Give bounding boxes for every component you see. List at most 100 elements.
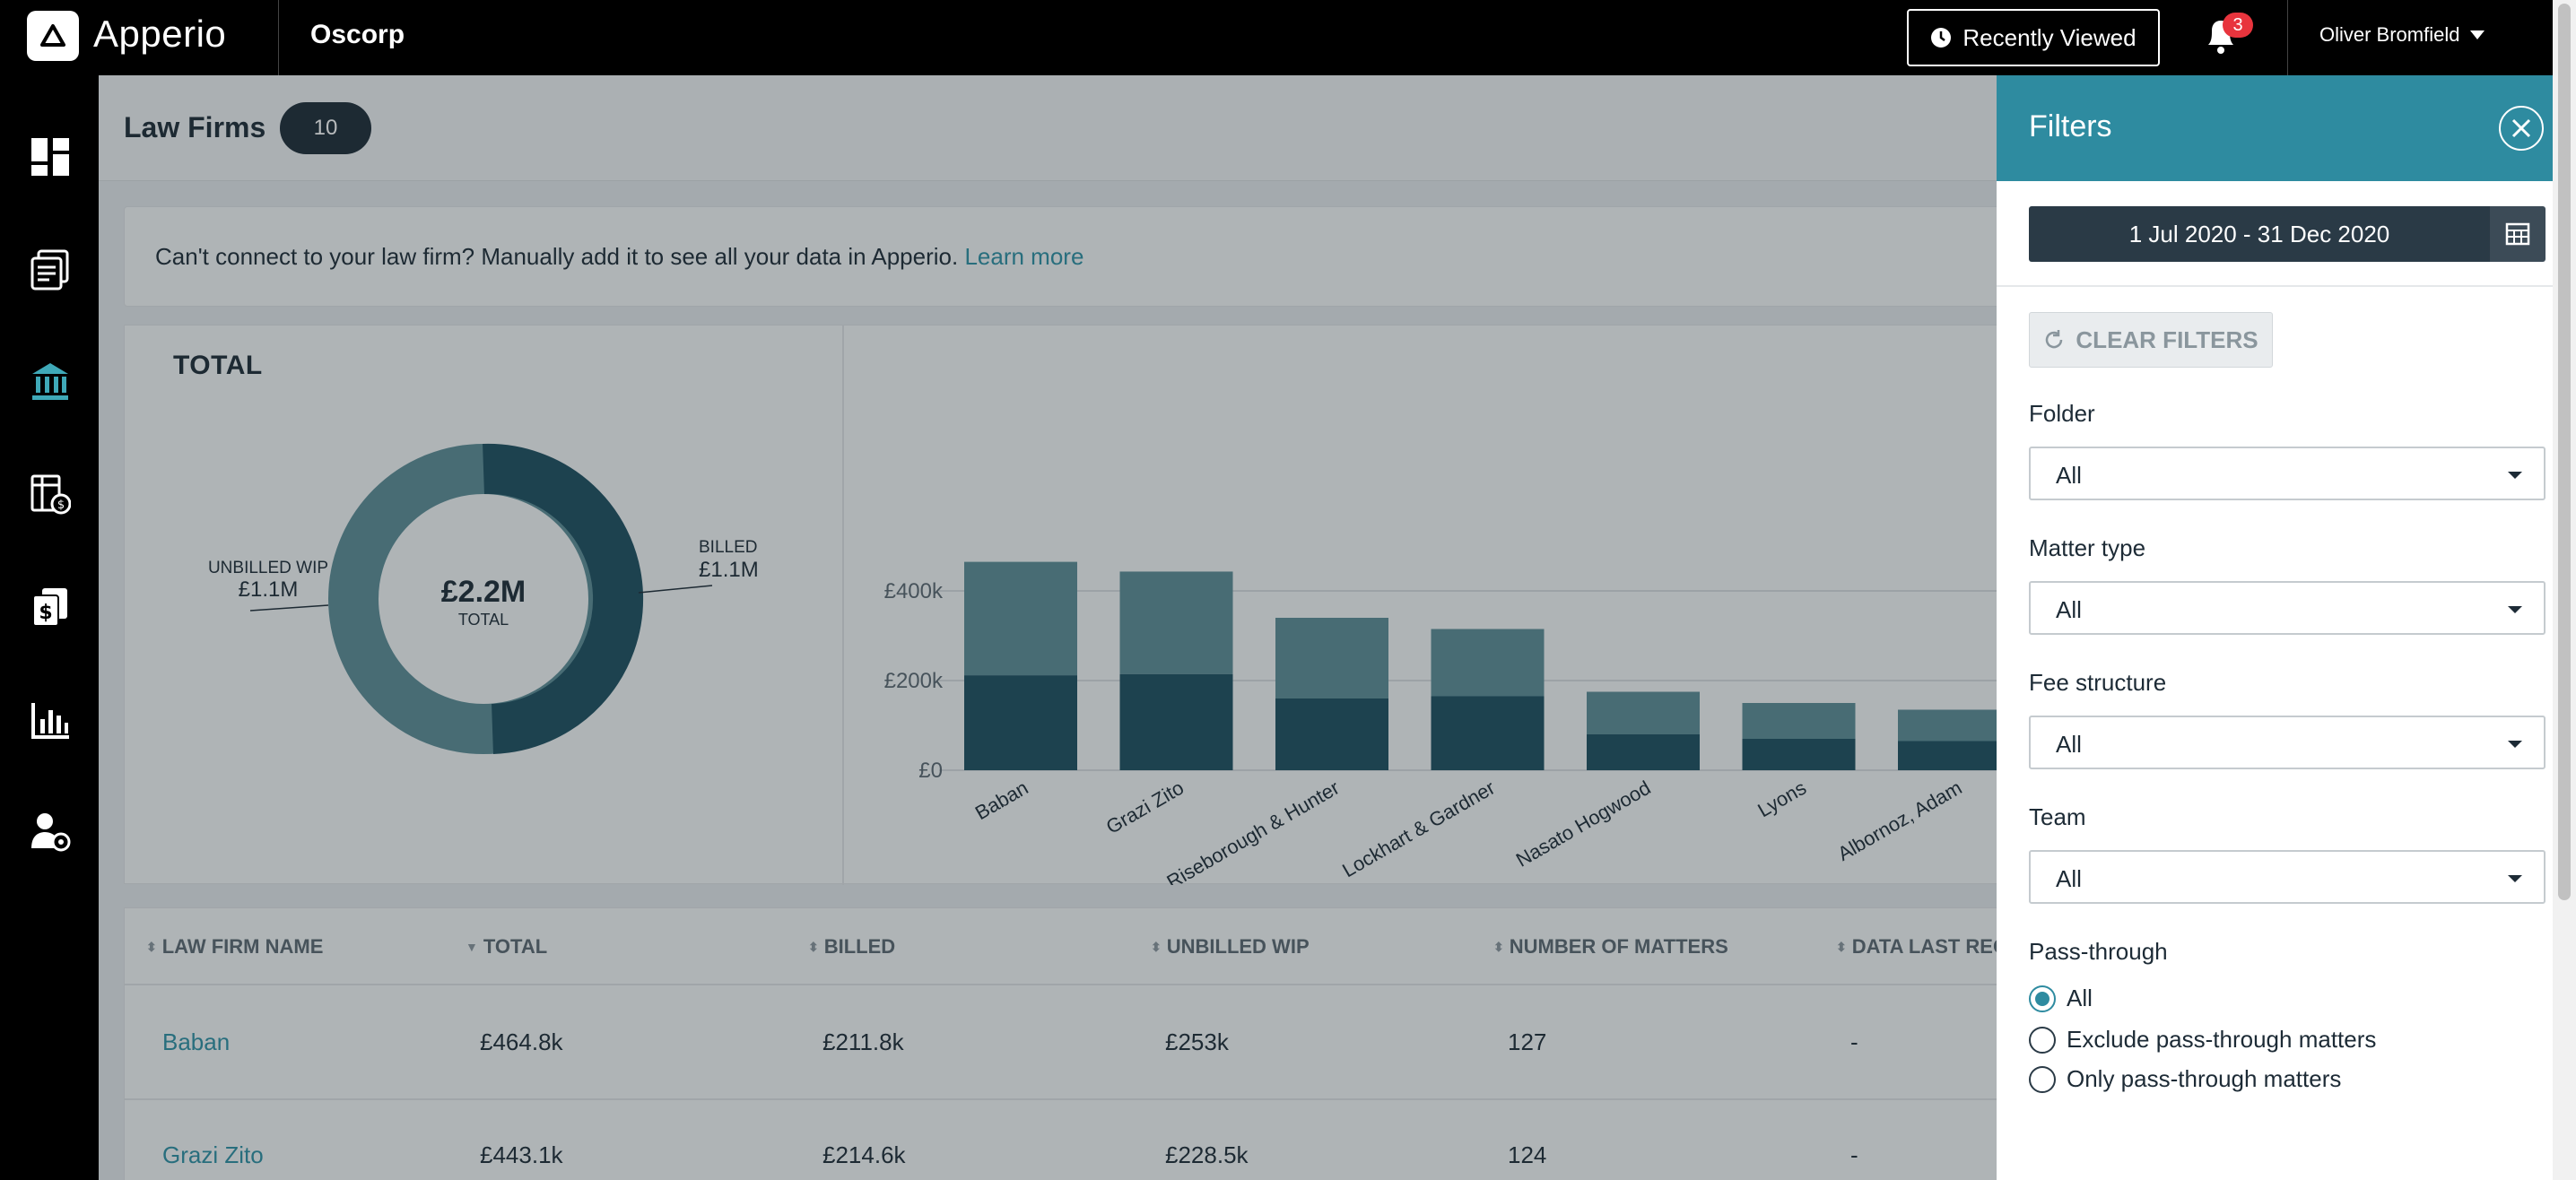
filters-title: Filters — [2029, 109, 2112, 143]
radio-icon — [2029, 1026, 2056, 1054]
unbilled-label: UNBILLED WIP — [208, 559, 328, 577]
y-tick-label: £0 — [918, 759, 943, 783]
banner-message: Can't connect to your law firm? Manually… — [155, 243, 965, 270]
radio-label: All — [2067, 985, 2093, 1011]
card-divider — [842, 325, 844, 885]
table-row[interactable]: Grazi Zito £443.1k £214.6k £228.5k 124 - — [125, 1100, 2528, 1180]
billing-icon[interactable]: $ — [30, 473, 71, 515]
cell-matters: 127 — [1508, 1028, 1547, 1055]
header-label: TOTAL — [483, 935, 548, 958]
clock-icon — [1931, 28, 1952, 48]
documents-icon[interactable] — [30, 249, 71, 291]
user-menu[interactable]: Oliver Bromfield — [2319, 23, 2485, 47]
bar-billed[interactable] — [1431, 696, 1545, 771]
y-tick-label: £400k — [884, 579, 944, 603]
caret-down-icon — [2508, 875, 2522, 882]
radio-selected-icon — [2029, 985, 2056, 1012]
user-name: Oliver Bromfield — [2319, 23, 2460, 46]
billed-value: £1.1M — [699, 558, 759, 582]
divider — [278, 0, 279, 75]
modal-backdrop[interactable] — [99, 75, 1997, 1180]
pass-through-all-radio[interactable]: All — [2029, 985, 2093, 1012]
header-law-firm-name[interactable]: ⬍ LAW FIRM NAME — [146, 935, 323, 959]
bar-unbilled[interactable] — [1119, 571, 1233, 674]
pass-through-exclude-radio[interactable]: Exclude pass-through matters — [2029, 1026, 2376, 1054]
matter-type-value: All — [2056, 596, 2082, 623]
bar-billed[interactable] — [1119, 673, 1233, 770]
caret-down-icon — [2508, 472, 2522, 479]
bank-icon[interactable] — [30, 360, 71, 402]
caret-down-icon — [2508, 606, 2522, 613]
bar-billed[interactable] — [1898, 741, 2011, 771]
learn-more-link[interactable]: Learn more — [964, 243, 1084, 270]
header-label: BILLED — [823, 935, 896, 958]
svg-text:$: $ — [57, 499, 65, 512]
close-filters-button[interactable] — [2499, 106, 2544, 151]
fee-structure-select[interactable]: All — [2029, 716, 2546, 769]
matter-type-label: Matter type — [2029, 534, 2146, 561]
cell-billed: £214.6k — [822, 1141, 906, 1168]
cell-data-last-received: - — [1850, 1028, 1858, 1055]
pass-through-label: Pass-through — [2029, 938, 2168, 965]
chevron-down-icon — [2470, 30, 2485, 39]
cell-unbilled-wip: £228.5k — [1165, 1141, 1249, 1168]
apperio-logo-icon[interactable] — [27, 11, 79, 61]
date-range-field[interactable]: 1 Jul 2020 - 31 Dec 2020 — [2029, 206, 2490, 262]
divider — [1997, 285, 2553, 287]
sort-icon: ⬍ — [808, 939, 819, 954]
filters-header: Filters — [1997, 75, 2553, 181]
sort-icon: ⬍ — [1151, 939, 1162, 954]
folder-label: Folder — [2029, 400, 2095, 427]
folder-value: All — [2056, 462, 2082, 489]
header-label: NUMBER OF MATTERS — [1509, 935, 1728, 958]
notification-badge: 3 — [2223, 13, 2253, 38]
calendar-button[interactable] — [2490, 206, 2546, 262]
invoice-icon[interactable]: $ — [30, 586, 71, 628]
bar-billed[interactable] — [1742, 739, 1856, 770]
header-number-of-matters[interactable]: ⬍ NUMBER OF MATTERS — [1493, 935, 1728, 959]
recently-viewed-button[interactable]: Recently Viewed — [1907, 9, 2160, 66]
bar-unbilled[interactable] — [1431, 629, 1545, 697]
sort-desc-icon: ▼ — [466, 940, 478, 954]
clear-filters-button[interactable]: CLEAR FILTERS — [2029, 312, 2273, 368]
top-bar: Apperio Oscorp Recently Viewed 3 Oliver … — [0, 0, 2553, 75]
table-row[interactable]: Baban £464.8k £211.8k £253k 127 - — [125, 987, 2528, 1100]
bar-unbilled[interactable] — [1742, 703, 1856, 739]
law-firm-link[interactable]: Baban — [162, 1028, 231, 1055]
filters-panel: Filters 1 Jul 2020 - 31 Dec 2020 CLEAR F… — [1997, 75, 2553, 1180]
bar-unbilled[interactable] — [1898, 709, 2011, 742]
bar-billed[interactable] — [1275, 698, 1388, 770]
reports-icon[interactable] — [30, 699, 71, 741]
unbilled-leader-line — [249, 604, 329, 612]
header-unbilled-wip[interactable]: ⬍ UNBILLED WIP — [1151, 935, 1310, 959]
bar-unbilled[interactable] — [1587, 691, 1700, 735]
bar-unbilled[interactable] — [964, 561, 1077, 676]
matter-type-select[interactable]: All — [2029, 581, 2546, 635]
header-total[interactable]: ▼ TOTAL — [466, 935, 547, 959]
page-scrollbar[interactable] — [2553, 0, 2576, 1180]
law-firm-link[interactable]: Grazi Zito — [162, 1141, 264, 1168]
svg-text:$: $ — [39, 602, 52, 624]
bar-billed[interactable] — [1587, 734, 1700, 770]
radio-label: Only pass-through matters — [2067, 1065, 2342, 1092]
team-select[interactable]: All — [2029, 850, 2546, 904]
header-billed[interactable]: ⬍ BILLED — [808, 935, 895, 959]
bar-unbilled[interactable] — [1275, 618, 1388, 698]
radio-label: Exclude pass-through matters — [2067, 1026, 2377, 1053]
caret-down-icon — [2508, 741, 2522, 748]
cell-billed: £211.8k — [822, 1028, 904, 1055]
scrollbar-thumb[interactable] — [2558, 4, 2571, 900]
donut-billed-segment[interactable] — [483, 443, 644, 754]
pass-through-only-radio[interactable]: Only pass-through matters — [2029, 1065, 2341, 1093]
banner-text: Can't connect to your law firm? Manually… — [155, 243, 1083, 271]
user-settings-icon[interactable] — [30, 811, 71, 852]
header-label: DATA LAST RECE — [1851, 935, 2021, 958]
dashboard-icon[interactable] — [30, 136, 71, 178]
sort-icon: ⬍ — [1836, 939, 1847, 954]
bar-billed[interactable] — [964, 675, 1077, 770]
table-header: ⬍ LAW FIRM NAME ▼ TOTAL ⬍ BILLED ⬍ UNBILLED … — [125, 908, 2528, 985]
app-name: Apperio — [93, 13, 227, 55]
folder-select[interactable]: All — [2029, 447, 2546, 500]
sidebar: $ $ — [0, 75, 99, 1180]
header-data-last-received[interactable]: ⬍ DATA LAST RECE — [1836, 935, 2021, 959]
